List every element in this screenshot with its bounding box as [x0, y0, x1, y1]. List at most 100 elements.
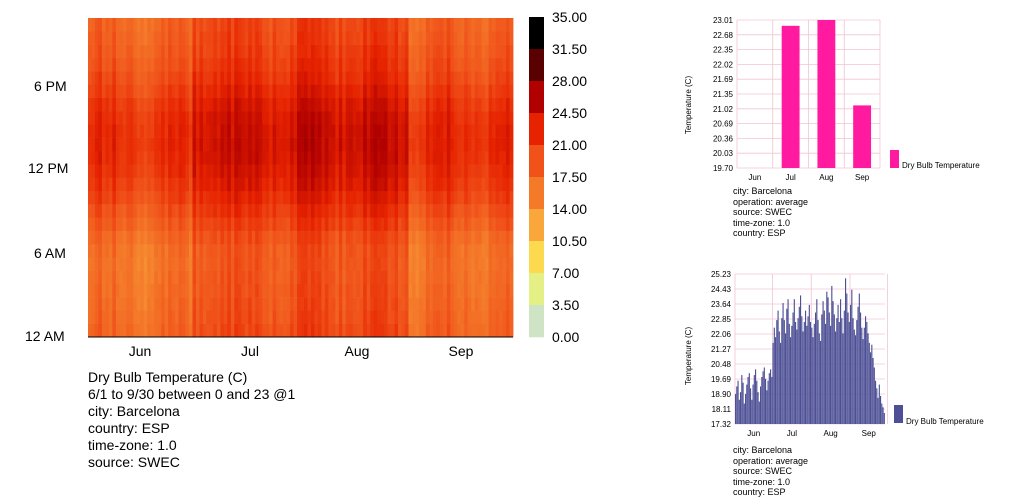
heatmap-cell	[122, 44, 127, 59]
heatmap-cell	[223, 297, 228, 311]
heatmap-cell	[398, 18, 402, 32]
heatmap-cell	[408, 164, 413, 178]
heatmap-cell	[324, 217, 329, 231]
heatmap-cell	[422, 243, 427, 258]
heatmap-cell	[335, 71, 340, 85]
heatmap-cell	[443, 204, 448, 218]
heatmap-cell	[248, 97, 253, 112]
heatmap-cell	[161, 243, 166, 258]
heatmap-cell	[230, 217, 235, 231]
heatmap-cell	[460, 230, 465, 245]
heatmap-cell	[359, 204, 364, 218]
heatmap-cell	[349, 243, 354, 258]
heatmap-cell	[352, 150, 357, 165]
heatmap-cell	[394, 177, 399, 192]
daily-bar	[852, 318, 854, 424]
heatmap-cell	[321, 18, 326, 32]
heatmap-cell	[192, 31, 197, 45]
heatmap-cell	[401, 177, 406, 192]
heatmap-cell	[328, 150, 333, 165]
heatmap-cell	[492, 230, 496, 245]
heatmap-cell	[136, 190, 141, 205]
heatmap-cell	[105, 243, 110, 258]
heatmap-cell	[387, 31, 392, 45]
heatmap-cell	[359, 323, 364, 338]
heatmap-cell	[241, 124, 246, 138]
heatmap-cell	[391, 243, 395, 258]
heatmap-cell	[279, 204, 284, 218]
heatmap-cell	[237, 124, 242, 138]
heatmap-cell	[230, 150, 235, 165]
heatmap-cell	[481, 124, 486, 138]
heatmap-cell	[499, 97, 503, 112]
heatmap-cell	[279, 31, 284, 45]
heatmap-cell	[157, 323, 162, 338]
heatmap-cell	[317, 190, 322, 205]
heatmap-cell	[248, 243, 253, 258]
heatmap-cell	[178, 270, 183, 285]
heatmap-cell	[335, 164, 340, 178]
heatmap-cell	[418, 150, 423, 165]
heatmap-cell	[331, 270, 336, 285]
heatmap-cell	[220, 97, 225, 112]
heatmap-cell	[324, 111, 329, 125]
heatmap-cell	[460, 57, 465, 72]
heatmap-cell	[391, 71, 395, 85]
heatmap-cell	[140, 257, 145, 271]
heatmap-cell	[216, 283, 221, 298]
heatmap-cell	[262, 190, 267, 205]
heatmap-cell	[303, 18, 308, 32]
heatmap-cell	[206, 230, 211, 245]
heatmap-cell	[98, 283, 103, 298]
heatmap-cell	[227, 18, 232, 32]
heatmap-cell	[310, 230, 315, 245]
heatmap-cell	[192, 230, 197, 245]
heatmap-cell	[317, 44, 322, 59]
heatmap-cell	[168, 297, 172, 311]
heatmap-cell	[202, 71, 207, 85]
heatmap-cell	[185, 190, 190, 205]
heatmap-cell	[439, 137, 444, 152]
heatmap-cell	[272, 57, 277, 72]
heatmap-cell	[171, 111, 176, 125]
heatmap-cell	[209, 283, 214, 298]
heatmap-cell	[251, 217, 256, 231]
heatmap-cell	[485, 283, 490, 298]
heatmap-cell	[206, 18, 211, 32]
color-scale-segment	[529, 273, 544, 306]
heatmap-cell	[370, 97, 375, 112]
heatmap-cell	[286, 44, 291, 59]
heatmap-cell	[352, 111, 357, 125]
heatmap-cell	[237, 204, 242, 218]
heatmap-cell	[384, 204, 388, 218]
heatmap-cell	[199, 111, 204, 125]
heatmap-cell	[157, 230, 162, 245]
heatmap-cell	[303, 84, 308, 99]
heatmap-cell	[450, 31, 455, 45]
heatmap-cell	[408, 137, 413, 152]
heatmap-cell	[300, 31, 305, 45]
heatmap-cell	[115, 297, 120, 311]
heatmap-cell	[192, 164, 197, 178]
heatmap-cell	[126, 297, 131, 311]
heatmap-cell	[189, 57, 193, 72]
heatmap-cell	[314, 310, 319, 325]
heatmap-cell	[450, 310, 455, 325]
heatmap-cell	[352, 57, 357, 72]
heatmap-cell	[425, 257, 430, 271]
heatmap-cell	[380, 297, 385, 311]
heatmap-cell	[290, 190, 294, 205]
heatmap-cell	[157, 71, 162, 85]
heatmap-cell	[213, 190, 218, 205]
heatmap-cell	[115, 323, 120, 338]
heatmap-cell	[140, 111, 145, 125]
heatmap-cell	[300, 150, 305, 165]
heatmap-cell	[314, 71, 319, 85]
heatmap-cell	[418, 84, 423, 99]
heatmap-cell	[485, 243, 490, 258]
heatmap-cell	[429, 190, 434, 205]
heatmap-cell	[345, 124, 350, 138]
heatmap-cell	[147, 204, 152, 218]
heatmap-cell	[366, 44, 371, 59]
heatmap-cell	[269, 177, 274, 192]
